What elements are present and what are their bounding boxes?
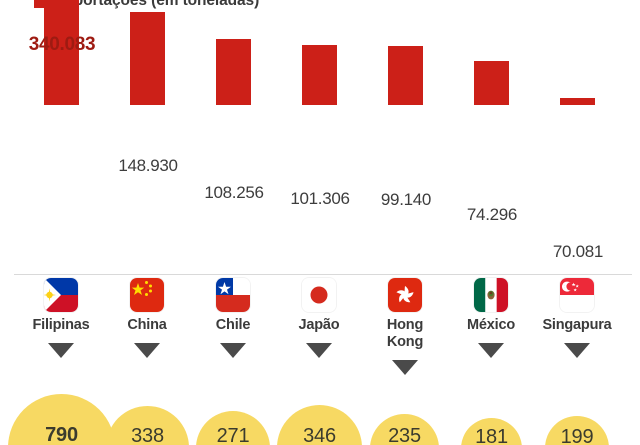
country-label-chile: Chile bbox=[215, 317, 251, 333]
country-label-hong-kong: Hong Kong bbox=[386, 317, 424, 350]
flag-japan-icon bbox=[302, 278, 336, 312]
country-group-filipinas[interactable]: Filipinas bbox=[18, 278, 104, 358]
bar-value-hong-kong: 99.140 bbox=[380, 190, 432, 209]
bubble-label-japao: 346 bbox=[303, 425, 336, 445]
bubble-filipinas: 790 bbox=[8, 394, 115, 445]
country-label-singapura: Singapura bbox=[542, 317, 612, 333]
bubble-china: 338 bbox=[106, 406, 189, 445]
bar-value-filipinas: 340.083 bbox=[28, 34, 96, 55]
triangle-down-icon bbox=[564, 342, 590, 358]
flag-hongkong-icon bbox=[388, 278, 422, 312]
bar-filipinas bbox=[44, 0, 79, 105]
flag-mexico-icon bbox=[474, 278, 508, 312]
country-group-japao[interactable]: Japão bbox=[276, 278, 362, 358]
flag-china-icon bbox=[130, 278, 164, 312]
bubble-label-china: 338 bbox=[131, 425, 164, 445]
country-label-china: China bbox=[127, 317, 167, 333]
bubble-hong-kong: 235 bbox=[370, 414, 439, 445]
country-group-china[interactable]: China bbox=[104, 278, 190, 358]
bubble-singapura: 199 bbox=[545, 416, 609, 445]
bar-singapura bbox=[560, 98, 595, 105]
bubble-label-chile: 271 bbox=[216, 425, 250, 445]
triangle-down-icon bbox=[48, 342, 74, 358]
triangle-down-icon bbox=[220, 342, 246, 358]
bar-japao bbox=[302, 45, 337, 105]
bubble-japao: 346 bbox=[277, 405, 362, 445]
country-label-mexico: México bbox=[467, 317, 515, 333]
triangle-down-icon bbox=[306, 342, 332, 358]
chart-legend-label: Exportações (em toneladas) bbox=[55, 0, 260, 9]
bar-value-japao: 101.306 bbox=[290, 189, 350, 208]
flag-singapore-icon bbox=[560, 278, 594, 312]
bar-chart-plot: 340.083 148.930 108.256 101.306 99.140 7… bbox=[14, 0, 632, 275]
bubble-mexico: 181 bbox=[461, 418, 522, 445]
square-marker-icon bbox=[34, 0, 47, 8]
flag-philippines-icon bbox=[44, 278, 78, 312]
bubble-label-hong-kong: 235 bbox=[388, 425, 421, 445]
country-group-chile[interactable]: Chile bbox=[190, 278, 276, 358]
country-label-filipinas: Filipinas bbox=[32, 317, 90, 333]
country-label-japao: Japão bbox=[298, 317, 340, 333]
bubble-chile: 271 bbox=[196, 411, 270, 445]
chart-baseline bbox=[14, 274, 632, 275]
bar-value-china: 148.930 bbox=[118, 156, 178, 175]
bubble-label-singapura: 199 bbox=[560, 426, 594, 445]
flag-chile-icon bbox=[216, 278, 250, 312]
country-group-hong-kong[interactable]: Hong Kong bbox=[362, 278, 448, 375]
bar-mexico bbox=[474, 61, 509, 105]
bar-chile bbox=[216, 39, 251, 105]
chart-legend: Exportações (em toneladas) bbox=[34, 0, 259, 12]
bar-value-chile: 108.256 bbox=[204, 183, 264, 202]
country-group-mexico[interactable]: México bbox=[448, 278, 534, 358]
triangle-down-icon bbox=[478, 342, 504, 358]
bar-value-singapura: 70.081 bbox=[552, 242, 604, 261]
bar-value-mexico: 74.296 bbox=[466, 205, 518, 224]
triangle-down-icon bbox=[134, 342, 160, 358]
country-group-singapura[interactable]: Singapura bbox=[534, 278, 620, 358]
bar-hong-kong bbox=[388, 46, 423, 105]
triangle-down-icon bbox=[392, 359, 418, 375]
bar-china bbox=[130, 12, 165, 105]
bubble-label-filipinas: 790 bbox=[45, 424, 78, 445]
bubble-label-mexico: 181 bbox=[475, 426, 508, 445]
